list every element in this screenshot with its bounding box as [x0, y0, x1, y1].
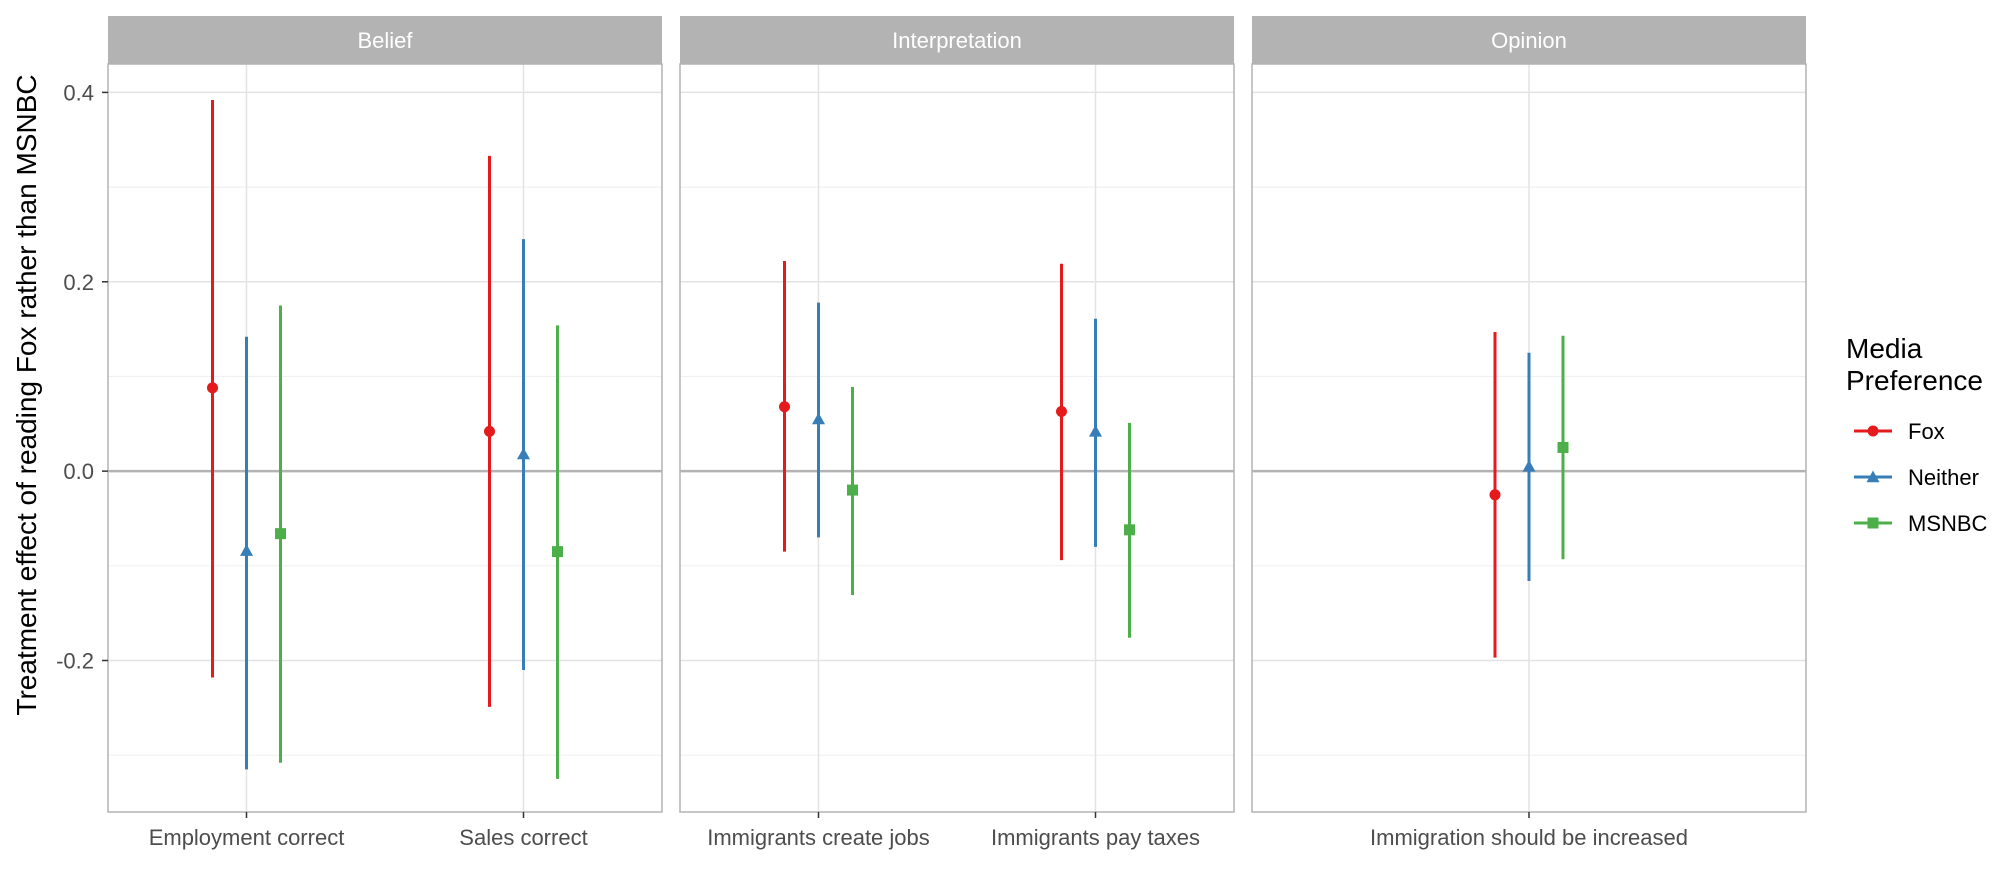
y-tick-label: 0.2 [63, 270, 94, 295]
point-neither [1089, 424, 1102, 437]
point-fox [484, 425, 495, 437]
point-fox [207, 382, 218, 394]
facet-panel-opinion: Opinion Immigration should be increased [1251, 16, 1807, 850]
point-msnbc [275, 528, 286, 540]
point-neither [240, 544, 253, 556]
panel-background [680, 64, 1234, 812]
facet-panel-belief: Belief Employment correct Sales correct [107, 16, 663, 850]
panel-background [108, 64, 662, 812]
legend-label-msnbc: MSNBC [1908, 511, 1988, 536]
x-tick-label: Immigrants pay taxes [991, 825, 1200, 850]
point-msnbc [552, 546, 563, 558]
legend-label-neither: Neither [1908, 465, 1979, 490]
point-fox [1056, 405, 1067, 417]
facet-strip [108, 16, 662, 64]
x-tick-label: Immigration should be increased [1370, 825, 1688, 850]
point-neither [812, 412, 825, 425]
y-axis: -0.2 0.0 0.2 0.4 [56, 80, 108, 674]
legend-title: Preference [1846, 365, 1983, 396]
legend-key-marker-neither [1866, 470, 1880, 483]
y-tick-label: -0.2 [56, 649, 94, 674]
facet-strip [1252, 16, 1806, 64]
facet-panel-interpretation: Interpretation Immigrants create jobs Immi… [679, 16, 1235, 850]
point-neither [1522, 459, 1536, 472]
legend-key-marker-msnbc [1867, 517, 1879, 529]
point-msnbc [1124, 524, 1135, 536]
panels-layer: Belief Employment correct Sales correct Int… [107, 16, 1807, 850]
point-msnbc [847, 484, 858, 496]
y-tick-label: 0.0 [63, 459, 94, 484]
facet-strip [680, 16, 1234, 64]
facet-strip-label: Opinion [1491, 28, 1567, 53]
point-neither [517, 447, 530, 460]
point-fox [779, 401, 790, 413]
x-tick-label: Immigrants create jobs [707, 825, 930, 850]
y-tick-label: 0.4 [63, 80, 94, 105]
legend-key-marker-fox [1867, 425, 1879, 437]
x-tick-label: Employment correct [149, 825, 345, 850]
point-msnbc [1557, 441, 1569, 453]
y-axis-title: Treatment effect of reading Fox rather t… [11, 74, 42, 715]
facet-strip-label: Interpretation [892, 28, 1022, 53]
facet-strip-label: Belief [357, 28, 413, 53]
legend-label-fox: Fox [1908, 419, 1945, 444]
x-tick-label: Sales correct [459, 825, 587, 850]
point-fox [1489, 489, 1501, 501]
legend-title: Media [1846, 333, 1923, 364]
